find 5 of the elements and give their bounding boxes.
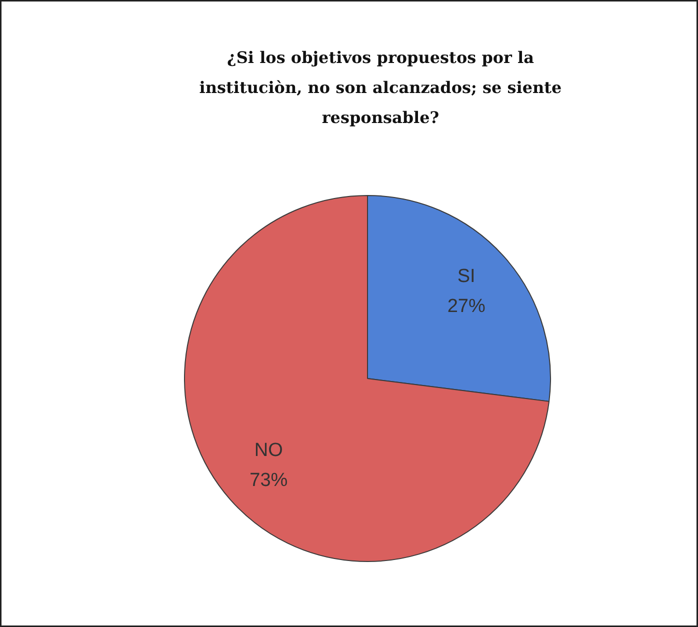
data-label: 27% (447, 296, 486, 317)
slice-label: NO (254, 440, 283, 462)
slice-label: SI (457, 266, 476, 287)
chart-title: ¿Si los objetivos propuestos por la instituciòn, no son alcanzados; se siente responsable? (199, 48, 562, 127)
data-label: 73% (250, 470, 288, 492)
